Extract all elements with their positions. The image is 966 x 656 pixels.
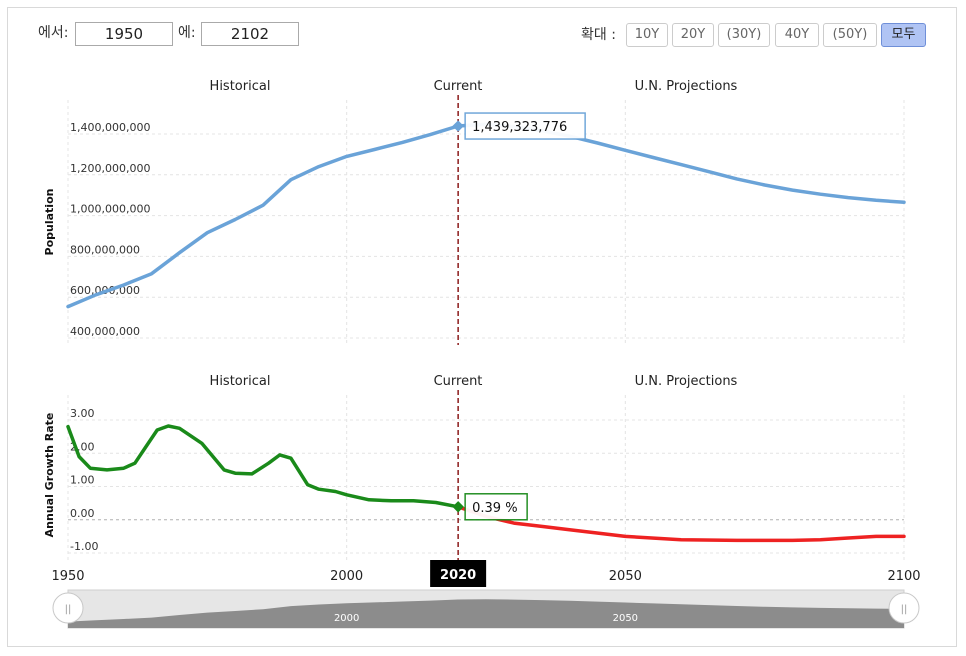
range-from-input[interactable]: 1950 — [75, 22, 173, 46]
navigator-tick-label: 2050 — [613, 613, 638, 624]
growth-y-axis-label: Annual Growth Rate — [43, 413, 56, 538]
x-tick-label: 2000 — [330, 569, 363, 584]
current-year-badge-label: 2020 — [440, 568, 476, 583]
growth-y-tick-label: 1.00 — [70, 474, 95, 487]
x-tick-label: 2100 — [887, 569, 920, 584]
zoom-all-button[interactable]: 모두 — [881, 23, 926, 47]
x-tick-label: 1950 — [51, 569, 84, 584]
navigator-left-handle[interactable] — [52, 592, 84, 624]
navigator-handle-grip: || — [65, 604, 72, 615]
population-tooltip-box — [464, 112, 586, 140]
range-to-label: 에: — [178, 25, 196, 41]
growth-section-label: U.N. Projections — [635, 374, 738, 389]
growth-y-tick-label: 0.00 — [70, 507, 95, 520]
growth-series-line — [456, 505, 906, 543]
zoom-10y-button[interactable]: 10Y — [626, 23, 668, 47]
range-from-label: 에서: — [38, 25, 69, 41]
population-section-label: U.N. Projections — [635, 79, 738, 94]
population-section-label: Current — [434, 79, 483, 94]
population-y-tick-label: 1,000,000,000 — [70, 203, 150, 216]
population-y-tick-label: 400,000,000 — [70, 325, 140, 338]
navigator-series-area — [68, 599, 904, 628]
zoom-label: 확대 : — [581, 27, 616, 43]
growth-y-tick-label: -1.00 — [70, 540, 98, 553]
growth-section-label: Current — [434, 374, 483, 389]
population-current-point — [452, 120, 464, 132]
growth-series-line — [66, 424, 460, 509]
growth-tooltip-box — [464, 493, 528, 521]
growth-section-label: Historical — [210, 374, 271, 389]
growth-current-point — [452, 501, 464, 513]
chart-frame — [7, 7, 957, 647]
population-y-tick-label: 1,400,000,000 — [70, 121, 150, 134]
navigator-tick-label: 2000 — [334, 613, 359, 624]
growth-tooltip-label: 0.39 % — [472, 501, 517, 516]
navigator-handle-grip: || — [901, 604, 908, 615]
growth-y-tick-label: 3.00 — [70, 407, 95, 420]
population-tooltip-label: 1,439,323,776 — [472, 120, 567, 135]
range-to-input[interactable]: 2102 — [201, 22, 299, 46]
navigator-right-handle[interactable] — [888, 592, 920, 624]
population-y-axis-label: Population — [43, 189, 56, 256]
population-section-label: Historical — [210, 79, 271, 94]
zoom-30y-button[interactable]: (30Y) — [718, 23, 770, 47]
zoom-50y-button[interactable]: (50Y) — [823, 23, 877, 47]
current-year-badge — [430, 560, 487, 587]
zoom-40y-button[interactable]: 40Y — [775, 23, 819, 47]
x-tick-label: 2050 — [609, 569, 642, 584]
population-y-tick-label: 800,000,000 — [70, 243, 140, 256]
zoom-20y-button[interactable]: 20Y — [672, 23, 714, 47]
population-y-tick-label: 1,200,000,000 — [70, 162, 150, 175]
